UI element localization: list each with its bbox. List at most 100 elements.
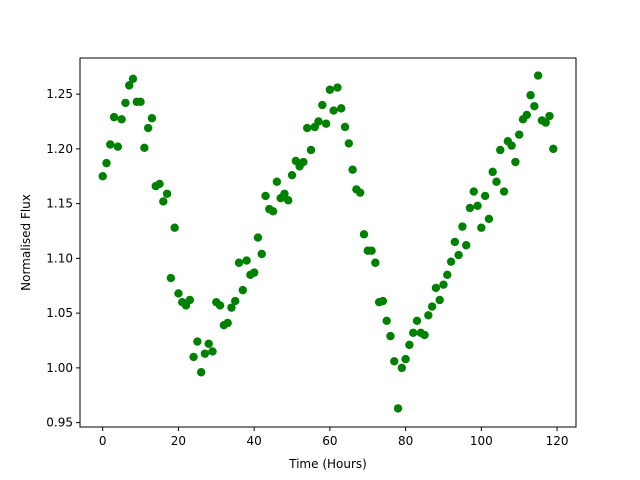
data-point [390, 357, 399, 366]
y-tick-label: 1.15 [46, 197, 73, 211]
data-point [268, 207, 278, 216]
data-point [147, 114, 157, 123]
y-tick-label: 1.05 [46, 306, 73, 320]
data-point [143, 123, 153, 133]
data-point [450, 237, 460, 247]
data-point [443, 270, 452, 279]
data-point [469, 187, 478, 196]
data-point [340, 122, 350, 132]
y-tick-label: 0.95 [46, 416, 73, 430]
data-point [314, 117, 323, 126]
data-point [208, 347, 217, 356]
data-point [109, 112, 119, 122]
data-point [435, 295, 444, 305]
data-point [412, 316, 422, 325]
y-axis-ticks: 0.95 1.00 1.05 1.10 1.15 1.20 1.25 [46, 87, 80, 430]
y-tick-label: 1.00 [46, 361, 73, 375]
y-tick-label: 1.20 [46, 142, 73, 156]
data-point [526, 91, 535, 100]
data-point [522, 110, 531, 120]
x-tick-label: 40 [247, 434, 262, 448]
data-point [545, 111, 554, 121]
data-point [511, 157, 520, 167]
data-point [280, 189, 289, 198]
data-point [231, 296, 240, 306]
data-point [344, 139, 354, 148]
data-point [98, 172, 107, 181]
data-point [121, 98, 130, 108]
x-tick-label: 80 [398, 434, 413, 448]
data-point [302, 123, 312, 133]
data-point [333, 83, 342, 92]
data-point [155, 179, 164, 189]
data-point [193, 337, 202, 346]
data-point [458, 222, 467, 231]
data-point [306, 145, 316, 155]
data-point [257, 249, 266, 259]
data-point [477, 223, 486, 232]
data-point [533, 71, 543, 80]
x-tick-label: 0 [99, 434, 107, 448]
data-point [113, 142, 123, 151]
data-point [223, 318, 232, 328]
data-point [242, 256, 251, 265]
data-point [515, 130, 524, 139]
data-point [397, 363, 407, 373]
data-point [159, 197, 168, 206]
x-axis-label: Time (Hours) [288, 457, 367, 471]
data-point [136, 97, 145, 107]
data-point [253, 233, 263, 242]
data-point [117, 115, 126, 124]
data-point [106, 140, 115, 149]
data-point [408, 328, 418, 338]
data-point [462, 241, 471, 250]
data-point [405, 340, 414, 350]
data-point [386, 331, 395, 341]
x-tick-label: 20 [171, 434, 186, 448]
data-point [102, 158, 111, 168]
data-point [465, 203, 475, 213]
data-point [287, 170, 297, 180]
data-point [325, 85, 335, 94]
data-point [492, 177, 501, 186]
data-point [215, 301, 225, 310]
data-point [337, 104, 346, 113]
y-axis-label: Normalised Flux [19, 194, 33, 291]
data-point [454, 250, 463, 260]
data-point [431, 283, 441, 293]
data-point [367, 246, 376, 255]
data-point [272, 177, 282, 186]
data-point [549, 144, 558, 154]
data-point [189, 352, 198, 362]
data-point [170, 223, 179, 232]
y-tick-label: 1.10 [46, 251, 73, 265]
data-point [424, 311, 433, 320]
data-point [507, 141, 516, 150]
data-point [488, 167, 497, 177]
x-axis-ticks: 0 20 40 60 80 100 120 [99, 427, 569, 448]
x-tick-label: 60 [322, 434, 337, 448]
data-point [496, 145, 505, 155]
data-point [200, 349, 210, 358]
data-point [227, 303, 236, 312]
plot-area-frame [79, 57, 577, 428]
data-point [427, 302, 437, 311]
data-point [348, 165, 357, 174]
data-point [355, 188, 365, 197]
data-point [284, 196, 293, 205]
data-point [204, 339, 213, 348]
data-point [140, 143, 149, 152]
data-points [98, 71, 558, 413]
data-point [393, 404, 403, 413]
data-point [261, 191, 270, 201]
data-point [499, 187, 509, 196]
data-point [378, 296, 388, 306]
data-point [359, 230, 369, 239]
data-point [530, 101, 539, 111]
y-tick-label: 1.25 [46, 87, 73, 101]
data-point [473, 201, 482, 211]
data-point [234, 258, 244, 267]
data-point [480, 191, 490, 201]
